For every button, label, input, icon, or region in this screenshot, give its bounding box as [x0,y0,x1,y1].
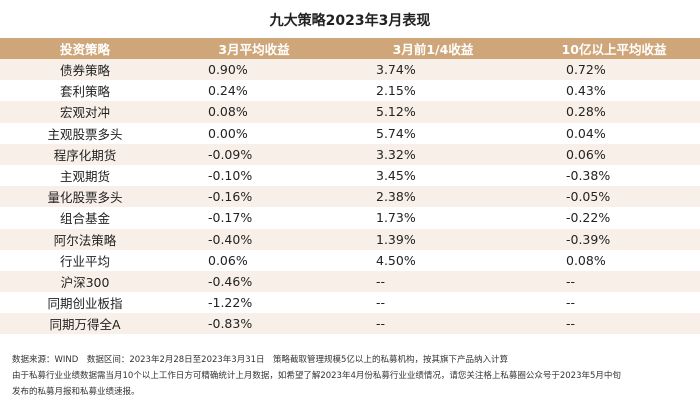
value-cell: -0.17% [208,210,253,226]
note-line: 发布的私募月报和私募业绩速报。 [12,387,140,397]
header-cell: 3月前1/4收益 [338,38,528,59]
table-row: 主观股票多头 0.00% 5.74% 0.04% [0,123,700,144]
value-cell: 0.72% [528,59,700,81]
value-cell: -0.38% [566,168,611,184]
value-cell: -0.05% [528,186,700,208]
value-cell: 0.90% [170,59,338,81]
table-row: 行业平均 0.06% 4.50% 0.08% [0,250,700,271]
table-row: 程序化期货 -0.09% 3.32% 0.06% [0,143,700,165]
strategy-cell: 主观股票多头 [47,126,123,142]
value-cell: -0.40% [170,228,338,250]
value-cell: 0.43% [566,83,606,99]
table-row: 同期万得全A -0.83% -- -- [0,313,700,335]
header-row: 投资策略 3月平均收益 3月前1/4收益 10亿以上平均收益 [0,38,700,59]
strategy-cell: 主观期货 [59,169,110,185]
value-cell: 4.50% [376,252,416,268]
value-cell: -0.16% [170,186,338,208]
table-row: 债券策略 0.90% 3.74% 0.72% [0,59,700,81]
strategy-cell: 套利策略 [59,84,110,100]
value-cell: 0.00% [208,125,248,141]
value-cell: 1.73% [376,210,416,226]
title: 九大策略2023年3月表现 [269,13,431,29]
header-cell: 3月平均收益 [170,38,338,59]
value-cell: -0.09% [170,143,338,165]
value-cell: 2.15% [376,83,416,99]
table-row: 主观期货 -0.10% 3.45% -0.38% [0,165,700,186]
value-cell: 5.74% [376,125,416,141]
value-cell: 3.32% [338,143,528,165]
value-cell: 0.24% [208,83,248,99]
value-cell: -- [376,295,386,311]
strategy-cell: 宏观对冲 [0,101,170,123]
strategy-cell: 同期创业板指 [47,296,123,312]
value-cell: 3.45% [376,168,416,184]
strategy-cell: 行业平均 [59,253,110,269]
value-cell: 0.08% [170,101,338,123]
table-row: 量化股票多头 -0.16% 2.38% -0.05% [0,186,700,208]
value-cell: -0.10% [208,168,253,184]
value-cell: -0.39% [528,228,700,250]
header-cell: 投资策略 [0,38,170,59]
value-cell: -- [528,313,700,335]
value-cell: 3.74% [338,59,528,81]
value-cell: -0.83% [170,313,338,335]
table-row: 宏观对冲 0.08% 5.12% 0.28% [0,101,700,123]
table-row: 同期创业板指 -1.22% -- -- [0,292,700,313]
strategy-cell: 阿尔法策略 [0,228,170,250]
table-row: 阿尔法策略 -0.40% 1.39% -0.39% [0,228,700,250]
value-cell: -0.22% [566,210,611,226]
table-row: 套利策略 0.24% 2.15% 0.43% [0,80,700,101]
strategy-cell: 债券策略 [0,59,170,81]
value-cell: 5.12% [338,101,528,123]
notes: 数据来源：WIND 数据区间：2023年2月28日至2023年3月31日 策略截… [12,352,621,400]
value-cell: -- [566,295,576,311]
value-cell: 1.39% [338,228,528,250]
strategy-cell: 程序化期货 [0,143,170,165]
note-line: 由于私募行业业绩数据需当月10个以上工作日方可精确统计上月数据，如希望了解202… [12,371,621,381]
value-cell: -0.46% [170,270,338,293]
table: 投资策略 3月平均收益 3月前1/4收益 10亿以上平均收益 债券策略 0.90% 3.7… [0,38,700,335]
value-cell: -- [338,313,528,335]
value-cell: 0.06% [208,252,248,268]
value-cell: -1.22% [208,295,253,311]
value-cell: 0.06% [528,143,700,165]
value-cell: 0.04% [566,125,606,141]
strategy-cell: 沪深300 [0,270,170,293]
value-cell: 2.38% [338,186,528,208]
value-cell: -- [338,270,528,293]
value-cell: 0.28% [528,101,700,123]
table-row: 沪深300 -0.46% -- -- [0,270,700,293]
header-cell: 10亿以上平均收益 [528,38,700,59]
strategy-cell: 组合基金 [59,211,110,227]
strategy-cell: 同期万得全A [0,313,170,335]
value-cell: 0.08% [566,252,606,268]
note-line: 数据来源：WIND 数据区间：2023年2月28日至2023年3月31日 策略截… [12,355,508,365]
table-body: 债券策略 0.90% 3.74% 0.72% 套利策略 0.24% 2.15% 0.43% 宏观… [0,59,700,335]
table-row: 组合基金 -0.17% 1.73% -0.22% [0,207,700,228]
value-cell: -- [528,270,700,293]
strategy-cell: 量化股票多头 [0,186,170,208]
